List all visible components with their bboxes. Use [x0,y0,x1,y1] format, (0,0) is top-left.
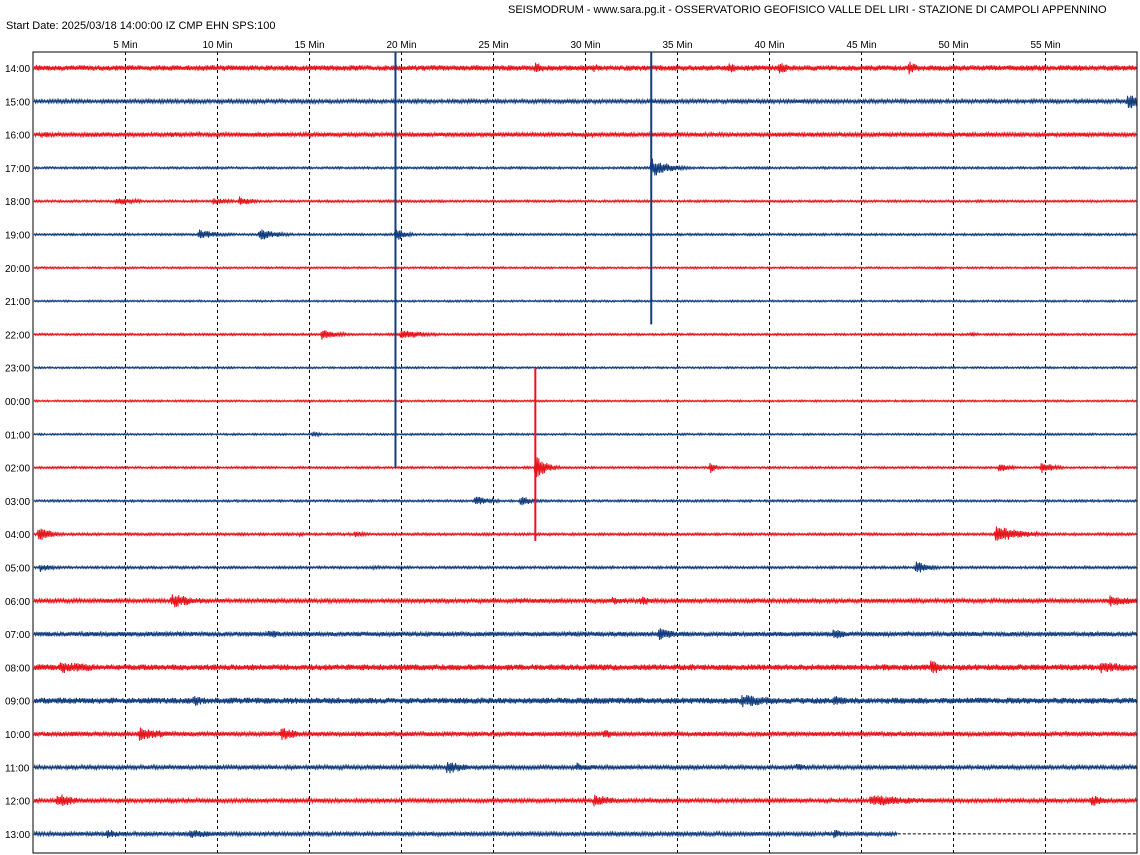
hour-label: 23:00 [5,364,30,375]
trace-row-0500 [33,561,1137,573]
x-tick-label: 5 Min [113,40,137,51]
hour-label: 03:00 [5,497,30,508]
trace-row-2200 [33,330,1137,340]
trace-row-2100 [33,298,1137,304]
trace-row-0200 [33,456,1137,478]
hour-label: 08:00 [5,663,30,674]
trace-row-0600 [33,594,1137,608]
hour-label: 12:00 [5,797,30,808]
hour-label: 16:00 [5,131,30,142]
trace-row-1700 [33,158,1137,176]
minute-gridlines [125,52,1046,853]
hour-label: 00:00 [5,397,30,408]
hour-label: 06:00 [5,597,30,608]
trace-row-1200 [33,794,1137,807]
minute-tick-labels: 5 Min 10 Min 15 Min 20 Min 25 Min 30 Min 35 Mi… [113,40,1060,51]
hour-label: 04:00 [5,530,30,541]
hour-label: 21:00 [5,297,30,308]
hour-label: 22:00 [5,330,30,341]
trace-row-1300 [33,830,898,839]
hour-label: 10:00 [5,730,30,741]
hour-label: 09:00 [5,697,30,708]
large-event-spikes [394,52,653,541]
hour-label: 17:00 [5,164,30,175]
x-tick-label: 35 Min [662,40,692,51]
x-tick-label: 20 Min [386,40,416,51]
trace-row-1600 [33,130,1137,139]
x-tick-label: 15 Min [294,40,324,51]
hour-label: 20:00 [5,264,30,275]
trace-row-1000 [33,727,1137,741]
hour-label: 02:00 [5,464,30,475]
trace-row-0100 [33,430,1137,438]
trace-row-0700 [33,628,1137,641]
trace-row-1500 [33,95,1137,109]
hour-label: 05:00 [5,564,30,575]
trace-row-0900 [33,695,1137,708]
hour-label: 13:00 [5,830,30,841]
x-tick-label: 55 Min [1030,40,1060,51]
trace-row-1800 [33,196,1137,205]
trace-row-1100 [33,762,1137,774]
hour-label: 15:00 [5,97,30,108]
x-tick-label: 30 Min [570,40,600,51]
trace-row-1400 [33,61,1137,75]
x-tick-label: 45 Min [846,40,876,51]
hour-labels: 14:00 15:00 16:00 17:00 18:00 19:00 20:00 21:00… [5,64,30,841]
trace-row-2300 [33,365,1137,370]
seismodrum-title: SEISMODRUM - www.sara.pg.it - OSSERVATOR… [508,4,1107,16]
seismic-traces [33,61,1137,839]
start-date-info: Start Date: 2025/03/18 14:00:00 IZ CMP E… [6,20,276,32]
trace-row-0400 [33,526,1137,541]
hour-label: 01:00 [5,430,30,441]
trace-row-1900 [33,229,1137,240]
hour-label: 14:00 [5,64,30,75]
x-tick-label: 50 Min [938,40,968,51]
hour-label: 19:00 [5,231,30,242]
trace-row-2000 [33,265,1137,270]
hour-label: 07:00 [5,630,30,641]
hour-label: 18:00 [5,197,30,208]
trace-row-0300 [33,496,1137,506]
trace-row-0800 [33,660,1137,674]
x-tick-label: 10 Min [202,40,232,51]
x-tick-label: 40 Min [754,40,784,51]
trace-row-0000 [33,398,1137,404]
hour-label: 11:00 [5,763,30,774]
x-tick-label: 25 Min [478,40,508,51]
